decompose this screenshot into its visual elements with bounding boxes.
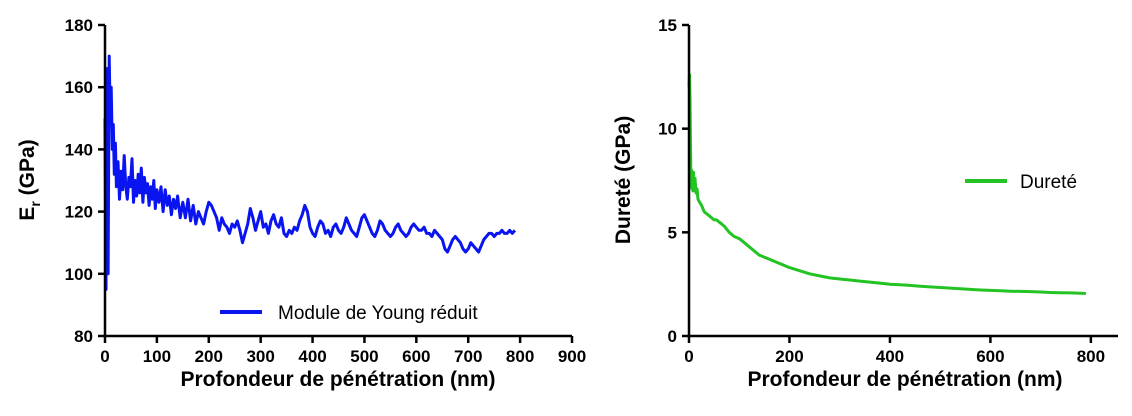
x-tick-label: 400	[876, 347, 904, 366]
x-tick-label: 100	[143, 347, 171, 366]
y-tick-label: 0	[668, 327, 677, 346]
y-axis-title: Er (GPa)	[16, 139, 43, 220]
x-tick-label: 500	[350, 347, 378, 366]
x-tick-label: 600	[976, 347, 1004, 366]
legend: Module de Young réduit	[220, 303, 478, 324]
x-tick-label: 400	[298, 347, 326, 366]
y-tick-label: 5	[668, 223, 677, 242]
y-tick-label: 80	[74, 327, 93, 346]
y-tick-label: 180	[65, 16, 93, 35]
y-tick-label: 140	[65, 140, 93, 159]
x-tick-label: 800	[1077, 347, 1105, 366]
legend: Dureté	[965, 172, 1077, 193]
x-tick-label: 200	[195, 347, 223, 366]
x-tick-label: 300	[246, 347, 274, 366]
x-tick-label: 0	[100, 347, 109, 366]
chart-young-modulus: 0 100 200 300 400 500 600 700 800 900 80 100 120 140 1…	[16, 16, 586, 391]
x-tick-label: 0	[684, 347, 693, 366]
y-tick-label: 10	[658, 120, 677, 139]
y-axis-title-rest: (GPa)	[16, 139, 39, 201]
y-tick-label: 120	[65, 203, 93, 222]
y-axis-title: Dureté (GPa)	[612, 116, 635, 244]
x-tick-label: 900	[558, 347, 586, 366]
x-axis-title: Profondeur de pénétration (nm)	[748, 368, 1063, 391]
y-axis-title-sub: r	[27, 201, 43, 207]
series-line-hardness	[687, 73, 1086, 295]
legend-label: Module de Young réduit	[278, 303, 478, 324]
legend-label: Dureté	[1020, 172, 1077, 193]
y-tick-label: 100	[65, 265, 93, 284]
x-axis-title: Profondeur de pénétration (nm)	[181, 368, 496, 391]
x-tick-label: 200	[775, 347, 803, 366]
y-tick-label: 160	[65, 78, 93, 97]
chart-hardness: 0 200 400 600 800 0 5 10 15 Profondeur de pénétr…	[612, 16, 1118, 391]
series-line-young-modulus	[103, 54, 517, 291]
y-axis-title-main: E	[16, 207, 39, 221]
x-tick-label: 600	[402, 347, 430, 366]
y-tick-label: 15	[658, 16, 677, 35]
x-tick-label: 700	[454, 347, 482, 366]
x-tick-label: 800	[506, 347, 534, 366]
